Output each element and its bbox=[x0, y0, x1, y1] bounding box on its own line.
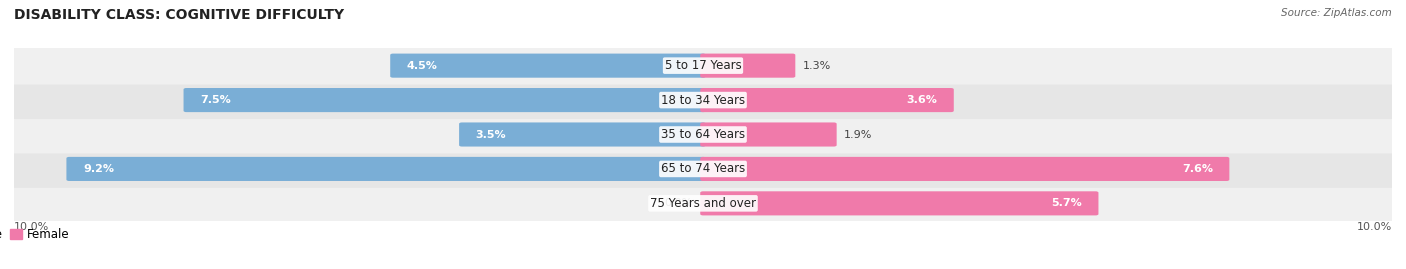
Text: 3.6%: 3.6% bbox=[907, 95, 938, 105]
FancyBboxPatch shape bbox=[700, 54, 796, 78]
Text: 4.5%: 4.5% bbox=[406, 61, 437, 71]
FancyBboxPatch shape bbox=[460, 122, 706, 147]
Text: DISABILITY CLASS: COGNITIVE DIFFICULTY: DISABILITY CLASS: COGNITIVE DIFFICULTY bbox=[14, 8, 344, 22]
Text: 10.0%: 10.0% bbox=[14, 222, 49, 232]
Text: 1.3%: 1.3% bbox=[803, 61, 831, 71]
FancyBboxPatch shape bbox=[66, 157, 706, 181]
Text: 7.6%: 7.6% bbox=[1182, 164, 1213, 174]
Text: 65 to 74 Years: 65 to 74 Years bbox=[661, 162, 745, 175]
Text: 5.7%: 5.7% bbox=[1052, 198, 1083, 208]
Text: 7.5%: 7.5% bbox=[200, 95, 231, 105]
Text: 10.0%: 10.0% bbox=[1357, 222, 1392, 232]
Text: Source: ZipAtlas.com: Source: ZipAtlas.com bbox=[1281, 8, 1392, 18]
FancyBboxPatch shape bbox=[184, 88, 706, 112]
FancyBboxPatch shape bbox=[11, 81, 1395, 119]
Text: 1.9%: 1.9% bbox=[844, 129, 873, 140]
Text: 0.0%: 0.0% bbox=[665, 198, 693, 208]
Text: 5 to 17 Years: 5 to 17 Years bbox=[665, 59, 741, 72]
Text: 35 to 64 Years: 35 to 64 Years bbox=[661, 128, 745, 141]
FancyBboxPatch shape bbox=[11, 116, 1395, 153]
Text: 18 to 34 Years: 18 to 34 Years bbox=[661, 94, 745, 107]
FancyBboxPatch shape bbox=[700, 157, 1229, 181]
FancyBboxPatch shape bbox=[11, 185, 1395, 222]
FancyBboxPatch shape bbox=[700, 88, 953, 112]
FancyBboxPatch shape bbox=[700, 191, 1098, 215]
FancyBboxPatch shape bbox=[391, 54, 706, 78]
Legend: Male, Female: Male, Female bbox=[0, 223, 75, 246]
Text: 9.2%: 9.2% bbox=[83, 164, 114, 174]
FancyBboxPatch shape bbox=[11, 47, 1395, 84]
Text: 3.5%: 3.5% bbox=[475, 129, 506, 140]
FancyBboxPatch shape bbox=[11, 150, 1395, 188]
Text: 75 Years and over: 75 Years and over bbox=[650, 197, 756, 210]
FancyBboxPatch shape bbox=[700, 122, 837, 147]
